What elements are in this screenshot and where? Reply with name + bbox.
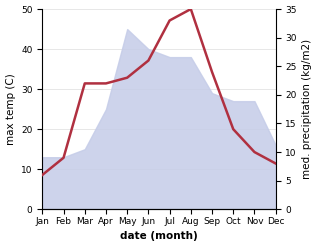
Y-axis label: max temp (C): max temp (C) <box>5 73 16 145</box>
X-axis label: date (month): date (month) <box>120 231 198 242</box>
Y-axis label: med. precipitation (kg/m2): med. precipitation (kg/m2) <box>302 39 313 179</box>
